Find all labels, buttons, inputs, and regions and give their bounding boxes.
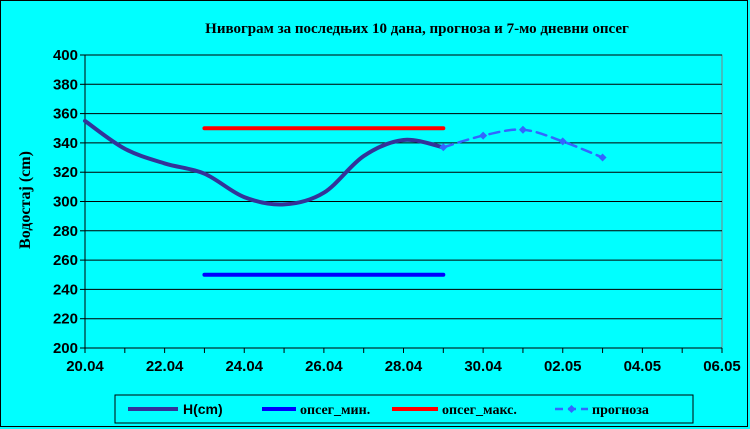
y-tick-label: 380 (53, 76, 78, 93)
forecast-point (518, 125, 527, 134)
x-tick-label: 22.04 (146, 358, 184, 375)
series-line-0 (83, 118, 446, 207)
forecast-point (558, 137, 567, 146)
x-tick-label: 06.05 (703, 358, 741, 375)
x-tick-label: 24.04 (225, 358, 263, 375)
y-tick-label: 300 (53, 194, 78, 211)
x-tick-label: 30.04 (464, 358, 502, 375)
legend-marker (567, 405, 576, 413)
y-axis-label: Водостај (cm) (17, 151, 34, 249)
forecast-point (598, 153, 607, 162)
x-tick-label: 04.05 (624, 358, 662, 375)
legend: H(cm) опсег_мин. опсег_макс. прогноза (128, 401, 649, 418)
forecast-point (439, 143, 448, 152)
y-tick-label: 240 (53, 281, 78, 298)
y-tick-label: 360 (53, 106, 78, 123)
y-tick-label: 260 (53, 252, 78, 269)
chart-title: Нивограм за последњих 10 дана, прогноза … (205, 21, 629, 37)
y-tick-label: 200 (53, 340, 78, 357)
x-tick-label: 20.04 (66, 358, 104, 375)
legend-label: опсег_мин. (300, 403, 370, 418)
legend-label: опсег_макс. (442, 403, 517, 418)
x-tick-label: 26.04 (305, 358, 343, 375)
legend-label: H(cm) (183, 401, 223, 417)
x-axis: 20.04 22.04 24.04 26.04 28.04 30.04 02.05 04.05… (66, 347, 741, 375)
y-axis: 200 220 240 260 280 300 320 340 360 380 400 (53, 47, 86, 357)
grid-lines (85, 54, 722, 349)
y-tick-label: 280 (53, 223, 78, 240)
y-tick-label: 340 (53, 135, 78, 152)
y-tick-label: 220 (53, 311, 78, 328)
y-tick-label: 400 (53, 47, 78, 64)
legend-label: прогноза (592, 403, 649, 418)
x-tick-label: 02.05 (544, 358, 582, 375)
forecast-point (479, 131, 488, 140)
y-tick-label: 320 (53, 164, 78, 181)
series-layer (83, 118, 607, 277)
x-tick-label: 28.04 (385, 358, 423, 375)
